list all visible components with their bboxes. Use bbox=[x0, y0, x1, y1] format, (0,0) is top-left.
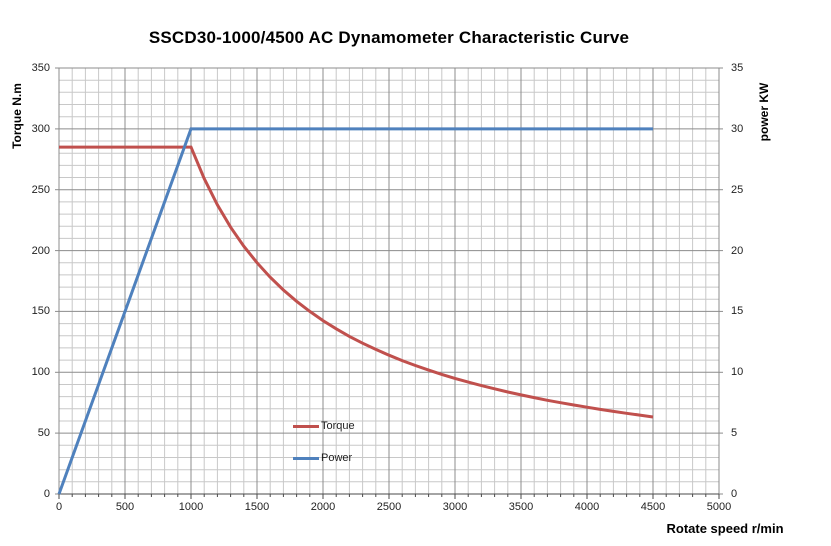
y-left-axis-title: Torque N.m bbox=[10, 83, 24, 149]
torque-legend-label: Torque bbox=[321, 420, 355, 432]
torque-legend-swatch bbox=[293, 424, 319, 428]
power-legend-swatch bbox=[293, 456, 319, 460]
power-legend-label: Power bbox=[321, 452, 353, 464]
chart-title: SSCD30-1000/4500 AC Dynamometer Characte… bbox=[148, 28, 630, 47]
y-right-axis-title: power KW bbox=[757, 82, 771, 142]
x-axis-title: Rotate speed r/min bbox=[666, 521, 784, 536]
power-curve bbox=[57, 127, 653, 495]
torque-curve bbox=[59, 145, 654, 419]
legend-item-power: Power bbox=[293, 451, 352, 465]
legend-item-torque: Torque bbox=[293, 419, 355, 433]
